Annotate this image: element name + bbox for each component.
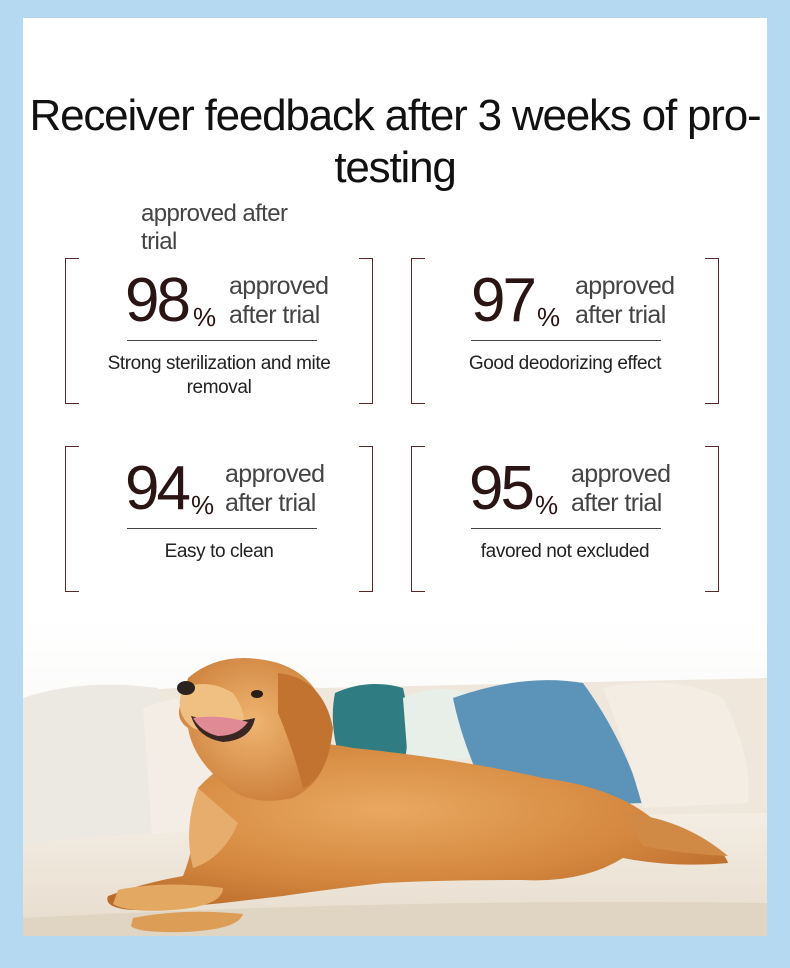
percent-sign: % (535, 490, 559, 520)
percent-row: 97 % approved after trial (411, 268, 719, 334)
floating-approved-label: approved after trial (141, 200, 288, 255)
stat-description: Strong sterilization and mite removal (107, 353, 331, 398)
percent-row: 94 % approved after trial (65, 456, 373, 522)
percent-value: 94 (125, 454, 191, 523)
bracket-left (411, 258, 425, 404)
stat-description: favored not excluded (480, 541, 650, 562)
bracket-left (65, 446, 79, 592)
percent-row: 98 % approved after trial (65, 268, 373, 334)
stat-card-cleaning: 94 % approved after trial Easy to clean (65, 446, 373, 592)
bracket-right (359, 446, 373, 592)
percent-value: 98 (125, 266, 191, 335)
percent-row: 95 % approved after trial (411, 456, 719, 522)
stat-card-favored: 95 % approved after trial favored not ex… (411, 446, 719, 592)
approved-label: approved after trial (571, 460, 671, 517)
divider (127, 340, 317, 341)
percent-sign: % (537, 302, 561, 332)
percent-sign: % (191, 490, 215, 520)
percent-value: 95 (469, 454, 535, 523)
product-panel: Receiver feedback after 3 weeks of pro-t… (23, 18, 767, 936)
percent-sign: % (193, 302, 217, 332)
bracket-left (411, 446, 425, 592)
approved-label: approved after trial (225, 460, 325, 517)
approved-label: approved after trial (575, 272, 675, 329)
approved-label: approved after trial (229, 272, 329, 329)
bracket-right (705, 446, 719, 592)
stat-description: Easy to clean (164, 541, 274, 562)
page-title: Receiver feedback after 3 weeks of pro-t… (29, 91, 762, 192)
stat-description: Good deodorizing effect (468, 353, 662, 374)
percent-value: 97 (471, 266, 537, 335)
bracket-right (359, 258, 373, 404)
bracket-right (705, 258, 719, 404)
dog-on-sofa-photo (23, 618, 767, 936)
bracket-left (65, 258, 79, 404)
divider (471, 340, 661, 341)
stat-card-deodorizing: 97 % approved after trial Good deodorizi… (411, 258, 719, 404)
divider (127, 528, 317, 529)
stat-card-sterilization: 98 % approved after trial Strong sterili… (65, 258, 373, 404)
divider (471, 528, 661, 529)
